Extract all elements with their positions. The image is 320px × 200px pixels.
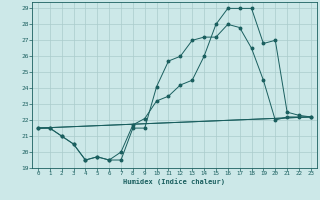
X-axis label: Humidex (Indice chaleur): Humidex (Indice chaleur) [124, 178, 225, 185]
